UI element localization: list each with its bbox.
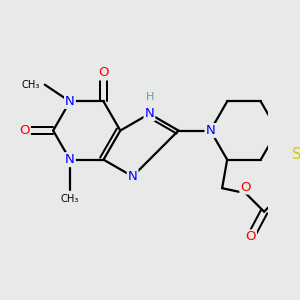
Text: CH₃: CH₃ [61,194,79,204]
Text: N: N [128,170,137,183]
Text: O: O [245,230,256,243]
Text: H: H [146,92,154,102]
Text: O: O [20,124,30,137]
Text: O: O [240,181,251,194]
Text: O: O [98,66,109,80]
Text: N: N [65,153,75,166]
Text: N: N [206,124,215,137]
Text: S: S [292,147,300,162]
Text: N: N [145,107,154,120]
Text: CH₃: CH₃ [22,80,40,90]
Text: N: N [65,95,75,108]
